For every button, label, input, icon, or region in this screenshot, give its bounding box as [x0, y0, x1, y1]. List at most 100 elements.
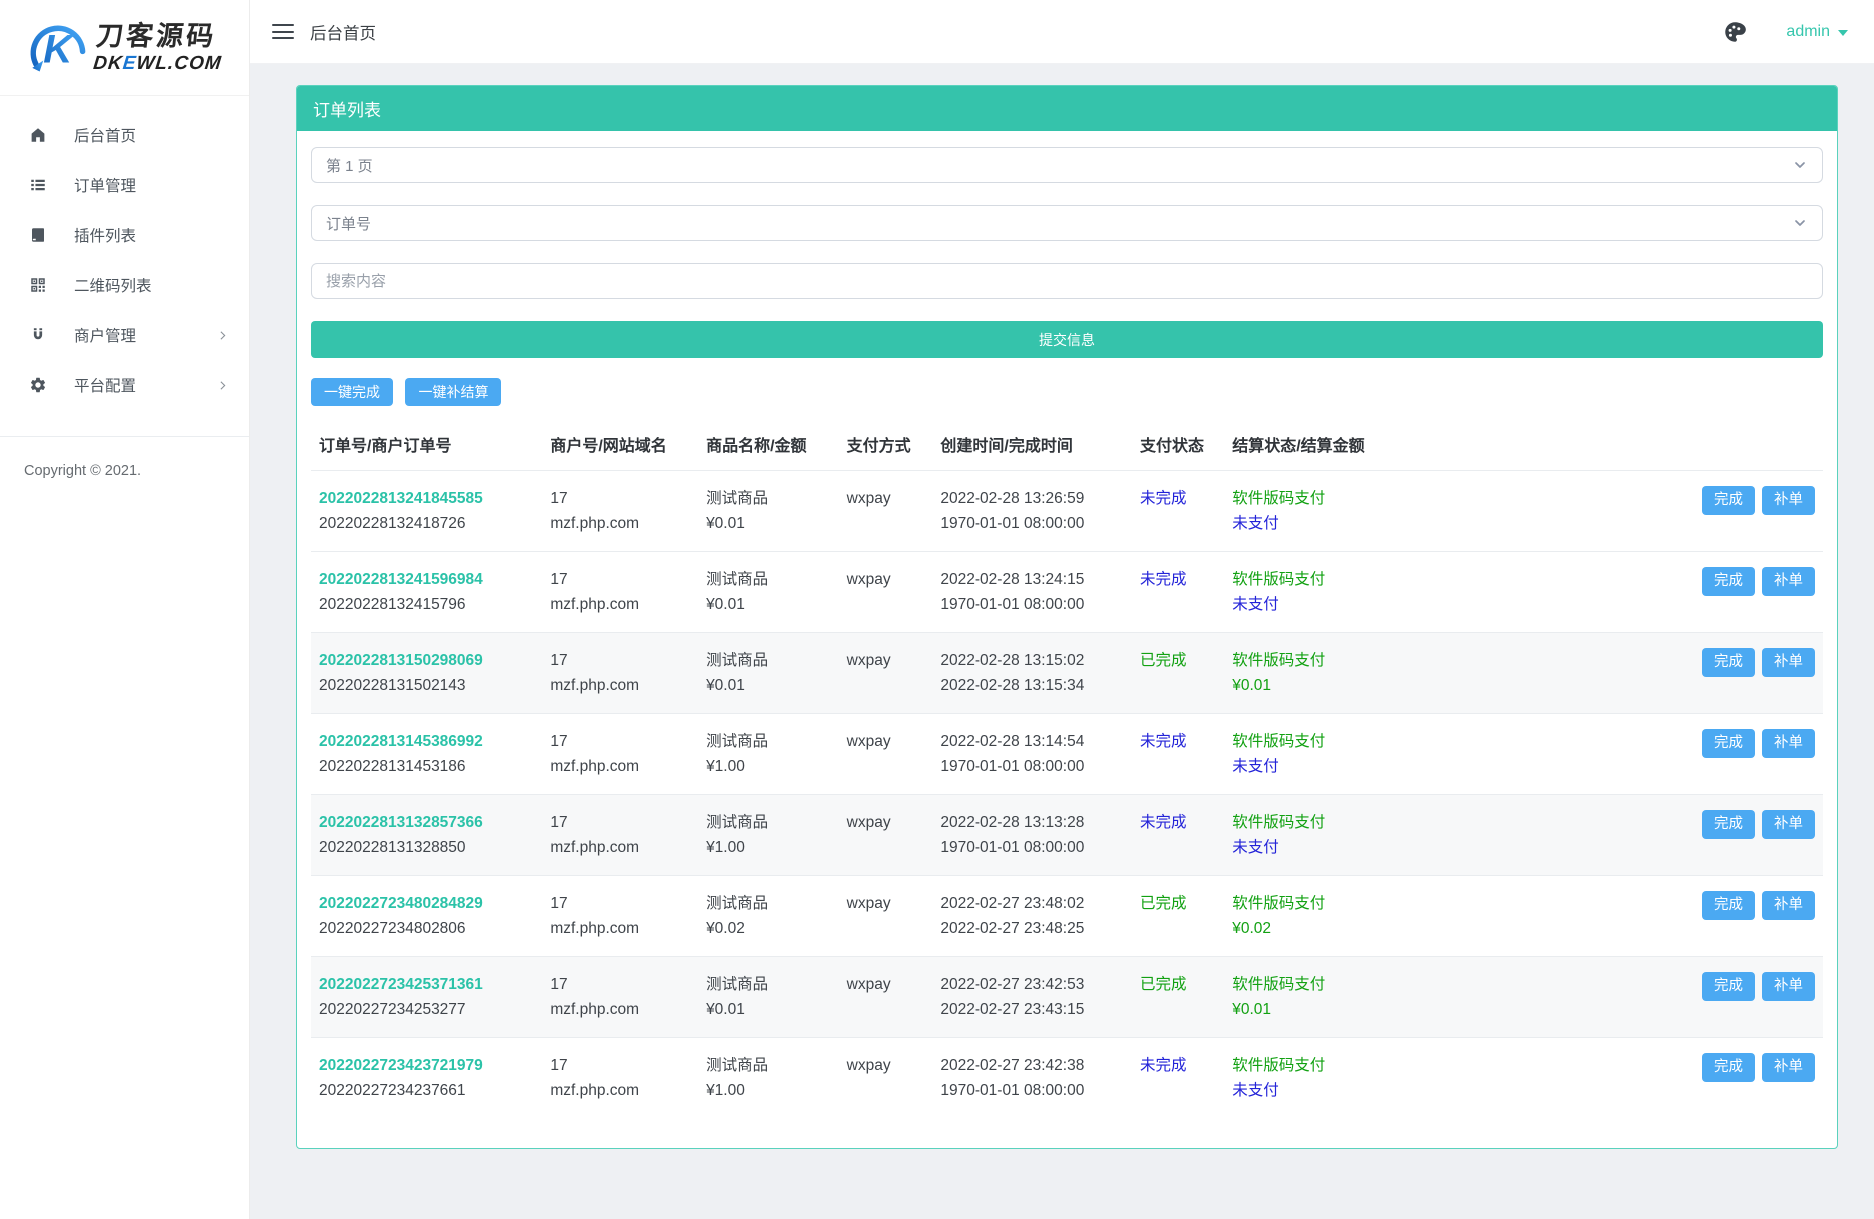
- theme-palette-button[interactable]: [1722, 19, 1748, 45]
- sidebar-toggle-button[interactable]: [272, 24, 294, 39]
- merchant-id: 17: [550, 810, 690, 835]
- submit-button[interactable]: 提交信息: [311, 321, 1823, 358]
- sidebar-item-platform[interactable]: 平台配置: [0, 360, 249, 410]
- settle-status: 软件版码支付: [1232, 810, 1388, 835]
- pay-method: wxpay: [847, 648, 925, 673]
- merchant-id: 17: [550, 648, 690, 673]
- order-number-link[interactable]: 2022022813241845585: [319, 486, 483, 511]
- settle-detail: 未支付: [1232, 592, 1388, 617]
- sidebar-nav: 后台首页订单管理插件列表二维码列表商户管理平台配置: [0, 96, 249, 410]
- plugin-icon: [28, 225, 48, 245]
- table-row: 20220228132418455852022022813241872617mz…: [311, 471, 1823, 552]
- order-number-link[interactable]: 2022022813145386992: [319, 729, 483, 754]
- table-header-row: 订单号/商户订单号 商户号/网站域名 商品名称/金额 支付方式 创建时间/完成时…: [311, 418, 1823, 471]
- pay-status: 未完成: [1140, 810, 1216, 835]
- table-row: 202202272342537136120220227234253277 17mz…: [311, 957, 1823, 1038]
- col-settle: 结算状态/结算金额: [1224, 418, 1396, 471]
- settle-status: 软件版码支付: [1232, 891, 1388, 916]
- order-amount: ¥0.01: [706, 592, 831, 617]
- merchant-order-number: 20220228132418726: [319, 511, 534, 536]
- sidebar-item-merchants[interactable]: 商户管理: [0, 310, 249, 360]
- logo[interactable]: K 刀客源码 DKEWL.COM: [0, 0, 249, 96]
- supplement-button[interactable]: 补单: [1762, 729, 1815, 758]
- settle-detail: ¥0.01: [1232, 997, 1388, 1022]
- order-amount: ¥0.01: [706, 511, 831, 536]
- settle-detail: 未支付: [1232, 835, 1388, 860]
- settle-status: 软件版码支付: [1232, 648, 1388, 673]
- order-number-link[interactable]: 2022022723425371361: [319, 972, 483, 997]
- order-amount: ¥0.01: [706, 673, 831, 698]
- user-menu-button[interactable]: admin: [1786, 23, 1848, 41]
- completed-time: 1970-01-01 08:00:00: [940, 835, 1124, 860]
- complete-button[interactable]: 完成: [1702, 567, 1755, 596]
- site-domain: mzf.php.com: [550, 916, 690, 941]
- complete-button[interactable]: 完成: [1702, 486, 1755, 515]
- order-field-select[interactable]: 订单号: [311, 205, 1823, 241]
- order-number-link[interactable]: 2022022813241596984: [319, 567, 483, 592]
- logo-title: 刀客源码: [95, 23, 226, 50]
- merchant-id: 17: [550, 972, 690, 997]
- settle-detail: 未支付: [1232, 754, 1388, 779]
- table-row: 20220228131502980692022022813150214317mz…: [311, 633, 1823, 714]
- table-row: 20220228132415969842022022813241579617mz…: [311, 552, 1823, 633]
- order-number-link[interactable]: 2022022723480284829: [319, 891, 483, 916]
- supplement-button[interactable]: 补单: [1762, 567, 1815, 596]
- list-icon: [28, 175, 48, 195]
- sidebar-item-label: 插件列表: [74, 224, 136, 246]
- chevron-down-icon: [1792, 215, 1808, 231]
- complete-button[interactable]: 完成: [1702, 972, 1755, 1001]
- pay-status: 已完成: [1140, 891, 1216, 916]
- supplement-button[interactable]: 补单: [1762, 972, 1815, 1001]
- merchant-order-number: 20220228131453186: [319, 754, 534, 779]
- product-name: 测试商品: [706, 972, 831, 997]
- supplement-button[interactable]: 补单: [1762, 648, 1815, 677]
- content: 订单列表 第 1 页 订单号 提: [250, 64, 1874, 1149]
- product-name: 测试商品: [706, 648, 831, 673]
- settle-status: 软件版码支付: [1232, 567, 1388, 592]
- created-time: 2022-02-27 23:42:53: [940, 972, 1124, 997]
- col-product: 商品名称/金额: [698, 418, 839, 471]
- supplement-button[interactable]: 补单: [1762, 1053, 1815, 1082]
- complete-button[interactable]: 完成: [1702, 1053, 1755, 1082]
- pay-status: 已完成: [1140, 648, 1216, 673]
- settle-detail: ¥0.02: [1232, 916, 1388, 941]
- supplement-button[interactable]: 补单: [1762, 486, 1815, 515]
- table-row: 202202281314538699220220228131453186 17mz…: [311, 714, 1823, 795]
- merchant-order-number: 20220227234237661: [319, 1078, 534, 1103]
- pay-method: wxpay: [847, 891, 925, 916]
- supplement-button[interactable]: 补单: [1762, 810, 1815, 839]
- sidebar-item-qrcodes[interactable]: 二维码列表: [0, 260, 249, 310]
- bulk-settle-button[interactable]: 一键补结算: [405, 378, 501, 406]
- site-domain: mzf.php.com: [550, 997, 690, 1022]
- complete-button[interactable]: 完成: [1702, 891, 1755, 920]
- order-number-link[interactable]: 2022022813150298069: [319, 648, 483, 673]
- merchant-id: 17: [550, 729, 690, 754]
- sidebar-item-plugins[interactable]: 插件列表: [0, 210, 249, 260]
- bulk-complete-button[interactable]: 一键完成: [311, 378, 393, 406]
- order-number-link[interactable]: 2022022723423721979: [319, 1053, 483, 1078]
- complete-button[interactable]: 完成: [1702, 729, 1755, 758]
- complete-button[interactable]: 完成: [1702, 648, 1755, 677]
- product-name: 测试商品: [706, 1053, 831, 1078]
- order-number-link[interactable]: 2022022813132857366: [319, 810, 483, 835]
- pay-status: 未完成: [1140, 1053, 1216, 1078]
- created-time: 2022-02-28 13:24:15: [940, 567, 1124, 592]
- col-pay-status: 支付状态: [1132, 418, 1224, 471]
- complete-button[interactable]: 完成: [1702, 810, 1755, 839]
- chevron-right-icon: [216, 379, 229, 392]
- site-domain: mzf.php.com: [550, 511, 690, 536]
- sidebar-item-orders[interactable]: 订单管理: [0, 160, 249, 210]
- pay-status: 未完成: [1140, 567, 1216, 592]
- supplement-button[interactable]: 补单: [1762, 891, 1815, 920]
- site-domain: mzf.php.com: [550, 754, 690, 779]
- sidebar-item-home[interactable]: 后台首页: [0, 110, 249, 160]
- merchant-order-number: 20220227234253277: [319, 997, 534, 1022]
- search-input[interactable]: [311, 263, 1823, 299]
- sidebar-item-label: 后台首页: [74, 124, 136, 146]
- panel-title: 订单列表: [297, 86, 1837, 131]
- table-row: 20220227234802848292022022723480280617mz…: [311, 876, 1823, 957]
- settle-detail: 未支付: [1232, 511, 1388, 536]
- page-select[interactable]: 第 1 页: [311, 147, 1823, 183]
- settle-status: 软件版码支付: [1232, 486, 1388, 511]
- table-row: 20220227234237219792022022723423766117mz…: [311, 1038, 1823, 1119]
